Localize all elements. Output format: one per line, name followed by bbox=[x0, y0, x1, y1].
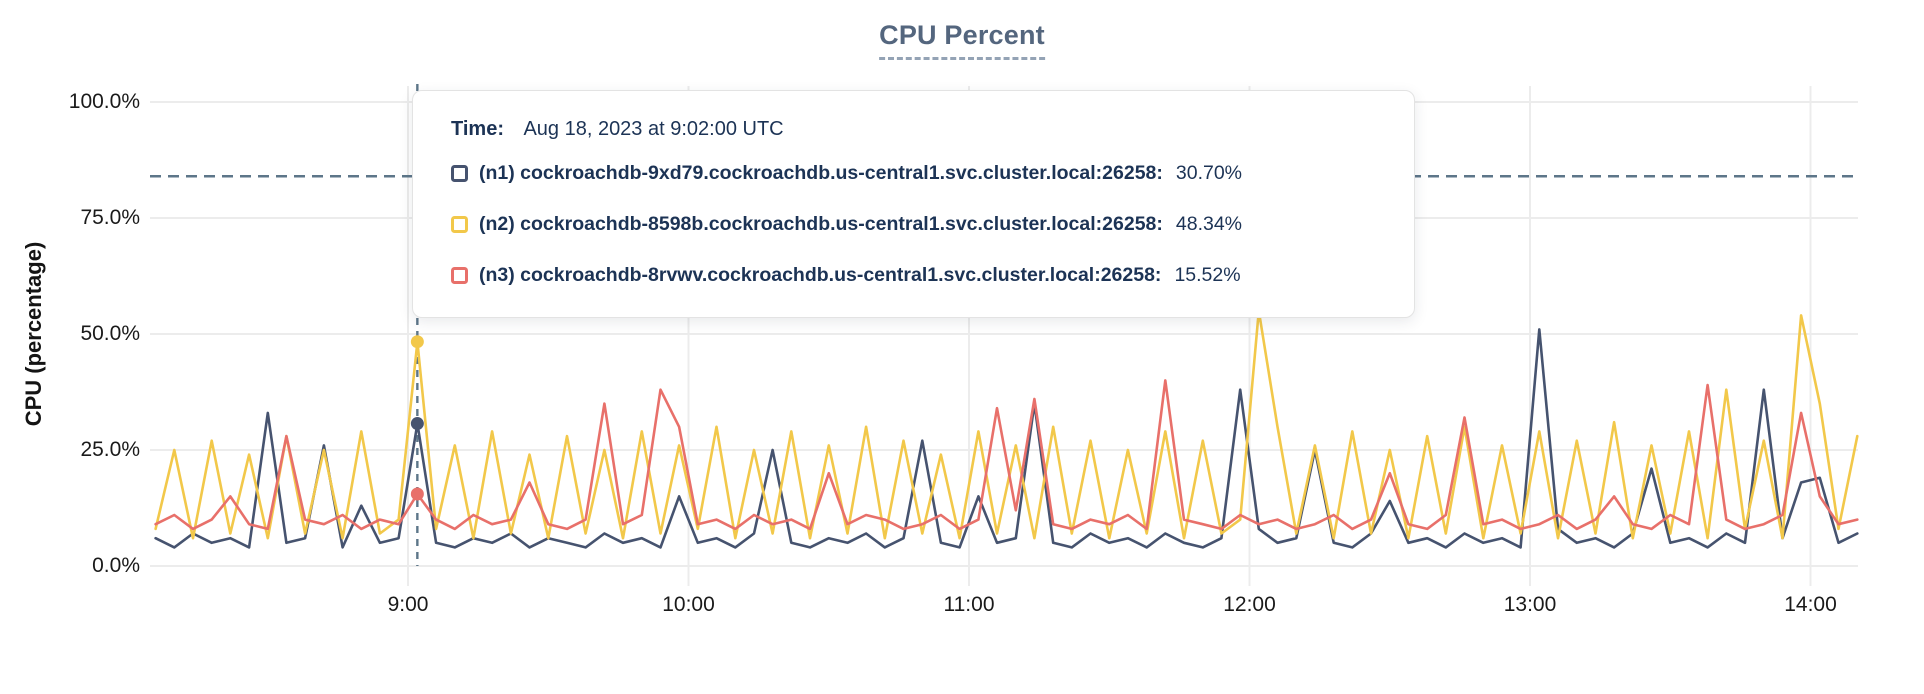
tooltip-series-row: (n2) cockroachdb-8598b.cockroachdb.us-ce… bbox=[451, 213, 1390, 235]
x-tick-label: 9:00 bbox=[387, 593, 429, 616]
series-name: (n3) cockroachdb-8rvwv.cockroachdb.us-ce… bbox=[479, 263, 1162, 286]
y-tick-label: 0.0% bbox=[92, 554, 140, 577]
tooltip-time-row: Time: Aug 18, 2023 at 9:02:00 UTC bbox=[451, 118, 1390, 141]
series-line-n2 bbox=[154, 309, 1859, 540]
tooltip-series-rows: (n1) cockroachdb-9xd79.cockroachdb.us-ce… bbox=[451, 162, 1390, 286]
x-tick-label: 11:00 bbox=[943, 593, 995, 616]
y-tick-label: 50.0% bbox=[80, 322, 140, 345]
series-value: 30.70% bbox=[1175, 161, 1243, 184]
x-tick-label: 10:00 bbox=[662, 593, 715, 616]
series-swatch-icon bbox=[451, 266, 468, 284]
y-tick-label: 100.0% bbox=[68, 90, 140, 113]
chart-title: CPU Percent bbox=[879, 20, 1045, 60]
series-name: (n1) cockroachdb-9xd79.cockroachdb.us-ce… bbox=[479, 161, 1163, 184]
chart-tooltip: Time: Aug 18, 2023 at 9:02:00 UTC (n1) c… bbox=[412, 90, 1415, 318]
tooltip-series-row: (n3) cockroachdb-8rvwv.cockroachdb.us-ce… bbox=[451, 264, 1390, 286]
x-tick-label: 12:00 bbox=[1223, 593, 1276, 616]
y-tick-label: 25.0% bbox=[80, 438, 140, 461]
series-value: 15.52% bbox=[1174, 263, 1241, 286]
series-line-n1 bbox=[154, 328, 1859, 549]
tooltip-time-value: Aug 18, 2023 at 9:02:00 UTC bbox=[523, 118, 784, 140]
tooltip-time-label: Time: bbox=[451, 118, 504, 140]
tooltip-series-row: (n1) cockroachdb-9xd79.cockroachdb.us-ce… bbox=[451, 162, 1390, 184]
series-swatch-icon bbox=[451, 164, 468, 182]
series-name: (n2) cockroachdb-8598b.cockroachdb.us-ce… bbox=[479, 212, 1163, 235]
crosshair-marker-n3 bbox=[410, 487, 424, 501]
x-tick-label: 14:00 bbox=[1784, 593, 1837, 616]
series-swatch-icon bbox=[451, 215, 468, 233]
crosshair-marker-n2 bbox=[410, 335, 424, 349]
y-tick-label: 75.0% bbox=[80, 206, 140, 229]
series-value: 48.34% bbox=[1175, 212, 1243, 235]
x-tick-label: 13:00 bbox=[1503, 593, 1557, 616]
crosshair-marker-n1 bbox=[410, 417, 424, 431]
series-line-n3 bbox=[154, 379, 1859, 531]
